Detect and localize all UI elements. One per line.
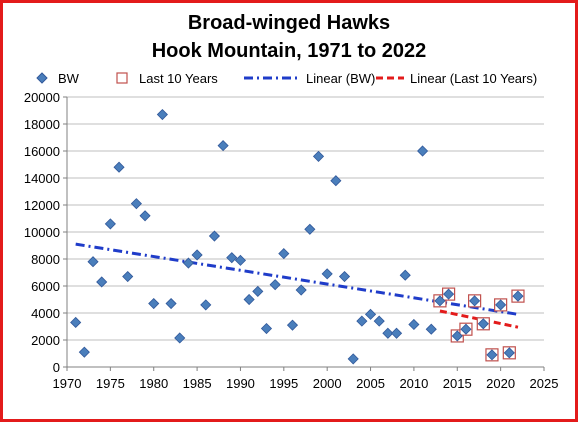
bw-data-point: [78, 346, 90, 358]
bw-data-point: [356, 315, 368, 327]
bw-data-point: [87, 256, 99, 268]
x-tick-label: 2025: [530, 376, 559, 391]
bw-data-point: [156, 108, 168, 121]
bw-data-point: [113, 161, 125, 173]
bw-data-point: [174, 332, 186, 344]
bw-data-point: [347, 353, 359, 365]
bw-data-point: [96, 276, 108, 288]
bw-data-point: [512, 290, 524, 302]
gridlines: [67, 96, 544, 341]
bw-data-point: [312, 150, 325, 162]
bw-data-point: [390, 327, 403, 339]
bw-data-point: [364, 308, 377, 320]
legend-bw-diamond-marker: [36, 72, 48, 84]
x-tick-label: 2005: [356, 376, 385, 391]
bw-data-point: [252, 285, 264, 297]
y-tick-label: 14000: [24, 171, 60, 186]
bw-data-point: [226, 252, 238, 264]
y-tick-label: 4000: [31, 306, 60, 321]
x-tick-label: 1990: [226, 376, 255, 391]
bw-data-point: [234, 254, 247, 266]
x-tick-label: 2000: [313, 376, 342, 391]
bw-data-point: [260, 322, 273, 335]
bw-data-point: [278, 248, 290, 260]
bw-data-point: [503, 347, 515, 359]
bw-data-point: [338, 270, 351, 283]
legend: BW Last 10 Years Linear (BW) Linear (Las…: [36, 71, 537, 86]
chart-title: Broad-winged Hawks: [187, 12, 391, 34]
bw-data-point: [191, 249, 203, 261]
y-tick-label: 8000: [31, 252, 60, 267]
bw-data-point: [148, 297, 160, 310]
bw-data-point: [477, 318, 489, 330]
legend-linear-last10-label: Linear (Last 10 Years): [410, 71, 537, 86]
bw-data-point: [217, 140, 229, 152]
trendline-linear-bw: [75, 242, 519, 316]
bw-data-point: [330, 175, 342, 187]
y-tick-label: 0: [53, 360, 60, 375]
y-tick-label: 2000: [31, 333, 60, 348]
bw-data-point: [200, 299, 212, 311]
bw-data-point: [486, 349, 498, 361]
bw-data-point: [208, 230, 221, 242]
y-tick-label: 12000: [24, 198, 60, 213]
bw-data-point: [304, 223, 316, 235]
legend-last10-square-marker: [116, 72, 128, 84]
x-tick-label: 2010: [399, 376, 428, 391]
bw-data-point: [122, 270, 134, 283]
bw-data-point: [443, 288, 455, 300]
bw-data-point: [399, 269, 411, 281]
bw-data-point: [460, 323, 472, 335]
y-tick-label: 20000: [24, 90, 60, 105]
bw-data-point: [321, 268, 333, 280]
y-tick-label: 18000: [24, 117, 60, 132]
bw-data-point: [425, 323, 437, 335]
bw-data-point: [451, 330, 463, 342]
bw-data-point: [269, 279, 281, 291]
chart-subtitle: Hook Mountain, 1971 to 2022: [151, 40, 427, 62]
x-tick-label: 1975: [96, 376, 125, 391]
bw-data-point: [469, 295, 481, 307]
x-tick-label: 1995: [269, 376, 298, 391]
bw-data-point: [70, 316, 82, 329]
axes: [63, 96, 545, 371]
bw-data-point: [139, 210, 151, 222]
y-tick-label: 6000: [31, 279, 60, 294]
bw-data-point: [243, 293, 255, 306]
bw-data-point: [182, 257, 194, 269]
bw-data-point: [495, 299, 507, 311]
bw-data-point: [286, 319, 299, 331]
legend-linear-bw-label: Linear (BW): [306, 71, 375, 86]
bw-data-point: [295, 284, 307, 296]
tick-labels: 0 2000 4000 6000 8000 10000 12000 14000 16000 180…: [24, 90, 559, 391]
bw-data-point: [373, 315, 385, 327]
bw-data-point: [417, 145, 429, 157]
x-tick-label: 1985: [183, 376, 212, 391]
bw-data-point: [130, 198, 142, 210]
x-tick-label: 1970: [53, 376, 82, 391]
legend-last10-label: Last 10 Years: [139, 71, 218, 86]
data-points: [70, 108, 525, 365]
bw-data-point: [104, 218, 116, 230]
y-tick-label: 16000: [24, 144, 60, 159]
x-tick-label: 2020: [486, 376, 515, 391]
bw-data-point: [408, 318, 420, 331]
y-tick-label: 10000: [24, 225, 60, 240]
x-tick-label: 1980: [139, 376, 168, 391]
x-tick-label: 2015: [443, 376, 472, 391]
legend-bw-label: BW: [58, 71, 80, 86]
bw-data-point: [165, 297, 177, 310]
bw-data-point: [434, 295, 446, 307]
bw-data-point: [382, 327, 394, 339]
